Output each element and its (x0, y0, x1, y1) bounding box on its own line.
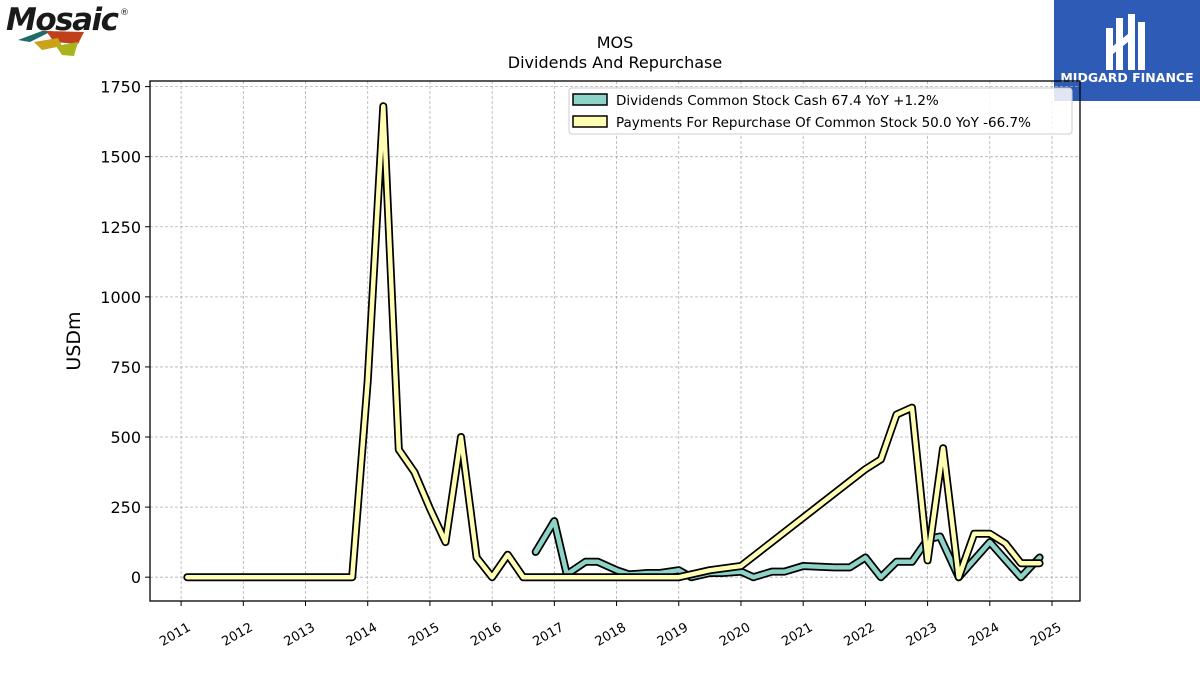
y-tick-label: 1250 (100, 218, 141, 237)
x-tick-label: 2019 (655, 620, 691, 650)
brand-name: MIDGARD FINANCE (1060, 70, 1194, 85)
x-tick-label: 2018 (593, 620, 629, 650)
y-tick-label: 1750 (100, 78, 141, 97)
legend-label-dividends: Dividends Common Stock Cash 67.4 YoY +1.… (616, 93, 939, 109)
x-tick-label: 2021 (779, 620, 815, 650)
x-tick-label: 2011 (157, 620, 193, 650)
legend: Dividends Common Stock Cash 67.4 YoY +1.… (568, 87, 1073, 135)
y-tick-label: 500 (110, 428, 141, 447)
mosaic-logo: Mosaic ® (4, 0, 134, 62)
series-line-repurchase (185, 103, 1042, 580)
legend-label-repurchase: Payments For Repurchase Of Common Stock … (616, 115, 1031, 131)
y-axis-label: USDm (63, 311, 85, 370)
x-tick-label: 2020 (717, 620, 753, 650)
chart-subtitle: Dividends And Repurchase (508, 53, 722, 72)
x-tick-label: 2014 (344, 620, 380, 650)
series-layer (183, 102, 1044, 582)
legend-box (568, 87, 1073, 135)
grid (150, 81, 1080, 601)
series-outline-repurchase (183, 102, 1044, 582)
x-tick-label: 2022 (842, 620, 878, 650)
y-tick-label: 1500 (100, 148, 141, 167)
x-tick-label: 2015 (406, 620, 442, 650)
x-tick-label: 2023 (904, 620, 940, 650)
x-tick-label: 2016 (468, 620, 504, 650)
mosaic-tiles-icon (18, 31, 84, 56)
x-tick-label: 2017 (531, 620, 567, 650)
midgard-emblem-icon (1106, 14, 1145, 70)
y-tick-label: 1000 (100, 288, 141, 307)
x-tick-label: 2024 (966, 620, 1002, 650)
legend-swatch-repurchase (572, 115, 608, 128)
x-tick-label: 2025 (1028, 620, 1064, 650)
y-tick-label: 0 (131, 568, 141, 587)
x-tick-label: 2013 (282, 620, 318, 650)
x-axis: 2011 2012 2013 2014 2015 2016 2017 2018 2019 2020… (157, 601, 1064, 650)
legend-swatch-dividends (572, 93, 608, 106)
x-tick-label: 2012 (219, 620, 255, 650)
chart-title: MOS (597, 33, 634, 52)
plot-frame (149, 80, 1081, 602)
midgard-finance-logo: MIDGARD FINANCE (1054, 0, 1200, 101)
y-tick-label: 250 (110, 498, 141, 517)
y-tick-label: 750 (110, 358, 141, 377)
y-axis: 0 250 500 750 1000 1250 1500 1750 (100, 78, 150, 587)
trademark-symbol: ® (120, 8, 129, 18)
